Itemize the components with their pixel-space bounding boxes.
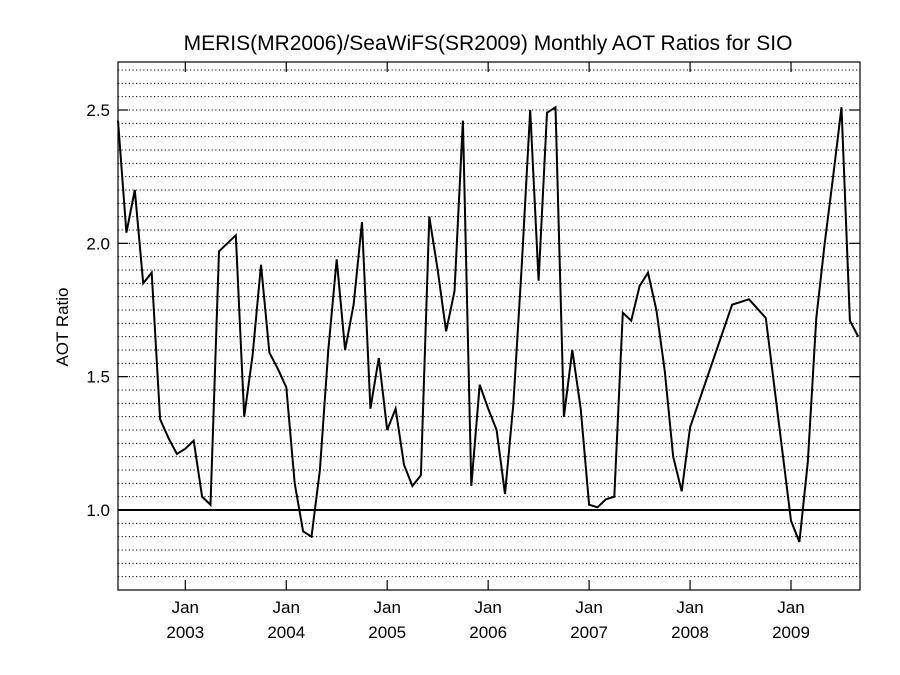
x-tick-year-label: 2005 [368, 623, 406, 642]
x-tick-year-label: 2006 [469, 623, 507, 642]
y-ticks: 1.0 1.5 2.0 2.5 [86, 101, 860, 520]
x-tick-year-label: 2004 [267, 623, 305, 642]
y-tick-label: 1.0 [86, 501, 110, 520]
x-tick-month-label: Jan [172, 598, 199, 617]
x-tick-month-label: Jan [373, 598, 400, 617]
x-tick-year-label: 2003 [166, 623, 204, 642]
x-ticks: Jan 2003 Jan 2004 Jan 2005 Jan 2006 Jan 2007 Jan 20… [166, 62, 810, 642]
gridlines [118, 69, 860, 578]
x-tick-year-label: 2009 [772, 623, 810, 642]
series-line [117, 105, 860, 543]
series-group [117, 105, 860, 543]
x-tick-month-label: Jan [676, 598, 703, 617]
y-tick-label: 2.0 [86, 234, 110, 253]
chart-title: MERIS(MR2006)/SeaWiFS(SR2009) Monthly AO… [184, 32, 793, 55]
plot-frame [117, 61, 861, 591]
x-tick-year-label: 2007 [570, 623, 608, 642]
x-tick-month-label: Jan [777, 598, 804, 617]
x-tick-month-label: Jan [273, 598, 300, 617]
axes-group [117, 61, 861, 591]
x-tick-year-label: 2008 [671, 623, 709, 642]
y-axis-title: AOT Ratio [53, 287, 72, 366]
x-tick-month-label: Jan [575, 598, 602, 617]
x-tick-month-label: Jan [474, 598, 501, 617]
y-tick-label: 1.5 [86, 368, 110, 387]
y-tick-label: 2.5 [86, 101, 110, 120]
